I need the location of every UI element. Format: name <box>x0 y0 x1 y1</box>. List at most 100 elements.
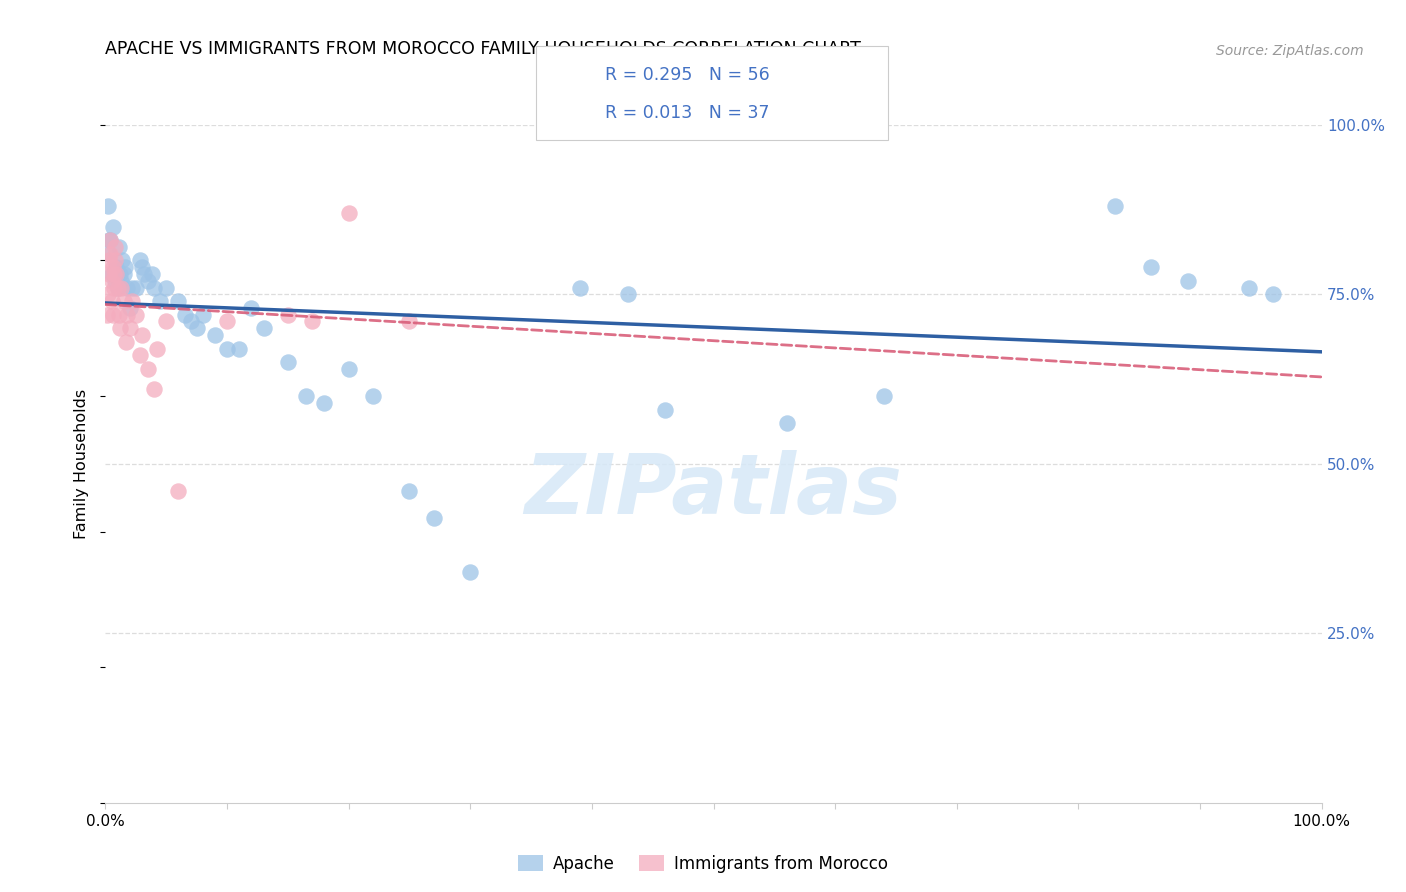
Point <box>191 308 214 322</box>
Point <box>155 280 177 294</box>
Text: R = 0.295   N = 56: R = 0.295 N = 56 <box>605 66 770 84</box>
Point <box>128 253 150 268</box>
Point <box>617 287 640 301</box>
Point <box>128 348 150 362</box>
Point <box>112 294 135 309</box>
Point <box>277 355 299 369</box>
Point <box>108 267 131 281</box>
Legend: Apache, Immigrants from Morocco: Apache, Immigrants from Morocco <box>510 848 896 880</box>
Point <box>143 382 166 396</box>
Point <box>240 301 263 315</box>
Point <box>103 267 125 281</box>
Point <box>104 240 127 254</box>
Point <box>98 233 121 247</box>
Point <box>121 294 143 309</box>
Point <box>136 274 159 288</box>
Text: Source: ZipAtlas.com: Source: ZipAtlas.com <box>1216 44 1364 58</box>
Point <box>398 483 420 498</box>
Point <box>114 260 136 275</box>
Point <box>101 260 124 275</box>
Point <box>107 280 129 294</box>
Point <box>97 199 120 213</box>
Point <box>105 260 128 275</box>
Point <box>337 206 360 220</box>
Point <box>111 253 134 268</box>
Point <box>301 314 323 328</box>
Point <box>110 280 132 294</box>
Point <box>108 240 131 254</box>
Point <box>96 308 118 322</box>
Point <box>873 389 896 403</box>
Point <box>117 280 139 294</box>
Point <box>314 396 336 410</box>
Point <box>98 246 121 260</box>
Point <box>180 314 202 328</box>
Point <box>105 267 128 281</box>
Point <box>228 342 250 356</box>
Point <box>104 274 127 288</box>
Point <box>361 389 384 403</box>
Point <box>107 280 129 294</box>
Point <box>112 267 135 281</box>
Point <box>1177 274 1199 288</box>
Text: R = 0.013   N = 37: R = 0.013 N = 37 <box>605 104 769 122</box>
Point <box>277 308 299 322</box>
Point <box>398 314 420 328</box>
Text: ZIPatlas: ZIPatlas <box>524 450 903 532</box>
Point <box>118 321 141 335</box>
Point <box>97 287 120 301</box>
Point <box>101 219 124 234</box>
Point <box>117 308 139 322</box>
Point <box>1140 260 1163 275</box>
Point <box>775 416 797 430</box>
Point <box>98 267 121 281</box>
Point <box>145 342 167 356</box>
Point <box>110 274 132 288</box>
Point <box>134 267 156 281</box>
Point <box>98 253 121 268</box>
Point <box>337 362 360 376</box>
Point <box>100 294 122 309</box>
Point <box>149 294 172 309</box>
Point <box>115 334 138 349</box>
Point <box>108 321 131 335</box>
Point <box>217 342 239 356</box>
Point <box>98 233 121 247</box>
Point <box>1237 280 1260 294</box>
Point <box>101 308 124 322</box>
Point <box>131 328 153 343</box>
Point <box>167 483 190 498</box>
Point <box>98 246 121 260</box>
Point <box>568 280 591 294</box>
Point <box>118 301 141 315</box>
Point <box>458 566 481 580</box>
Point <box>143 280 166 294</box>
Point <box>252 321 274 335</box>
Point <box>125 280 148 294</box>
Point <box>167 294 190 309</box>
Text: APACHE VS IMMIGRANTS FROM MOROCCO FAMILY HOUSEHOLDS CORRELATION CHART: APACHE VS IMMIGRANTS FROM MOROCCO FAMILY… <box>105 40 862 58</box>
Point <box>204 328 226 343</box>
Y-axis label: Family Households: Family Households <box>75 389 90 539</box>
Point <box>217 314 239 328</box>
Point <box>654 402 676 417</box>
Point <box>131 260 153 275</box>
Point <box>100 274 122 288</box>
Point <box>121 280 143 294</box>
Point <box>423 511 446 525</box>
Point <box>125 308 148 322</box>
Point <box>103 267 125 281</box>
Point <box>100 267 122 281</box>
Point <box>173 308 195 322</box>
Point <box>155 314 177 328</box>
Point <box>1261 287 1284 301</box>
Point <box>103 280 125 294</box>
Point <box>295 389 318 403</box>
Point <box>136 362 159 376</box>
Point <box>186 321 208 335</box>
Point <box>1104 199 1126 213</box>
Point <box>141 267 163 281</box>
Point <box>98 233 121 247</box>
Point <box>108 308 131 322</box>
Point <box>104 253 127 268</box>
